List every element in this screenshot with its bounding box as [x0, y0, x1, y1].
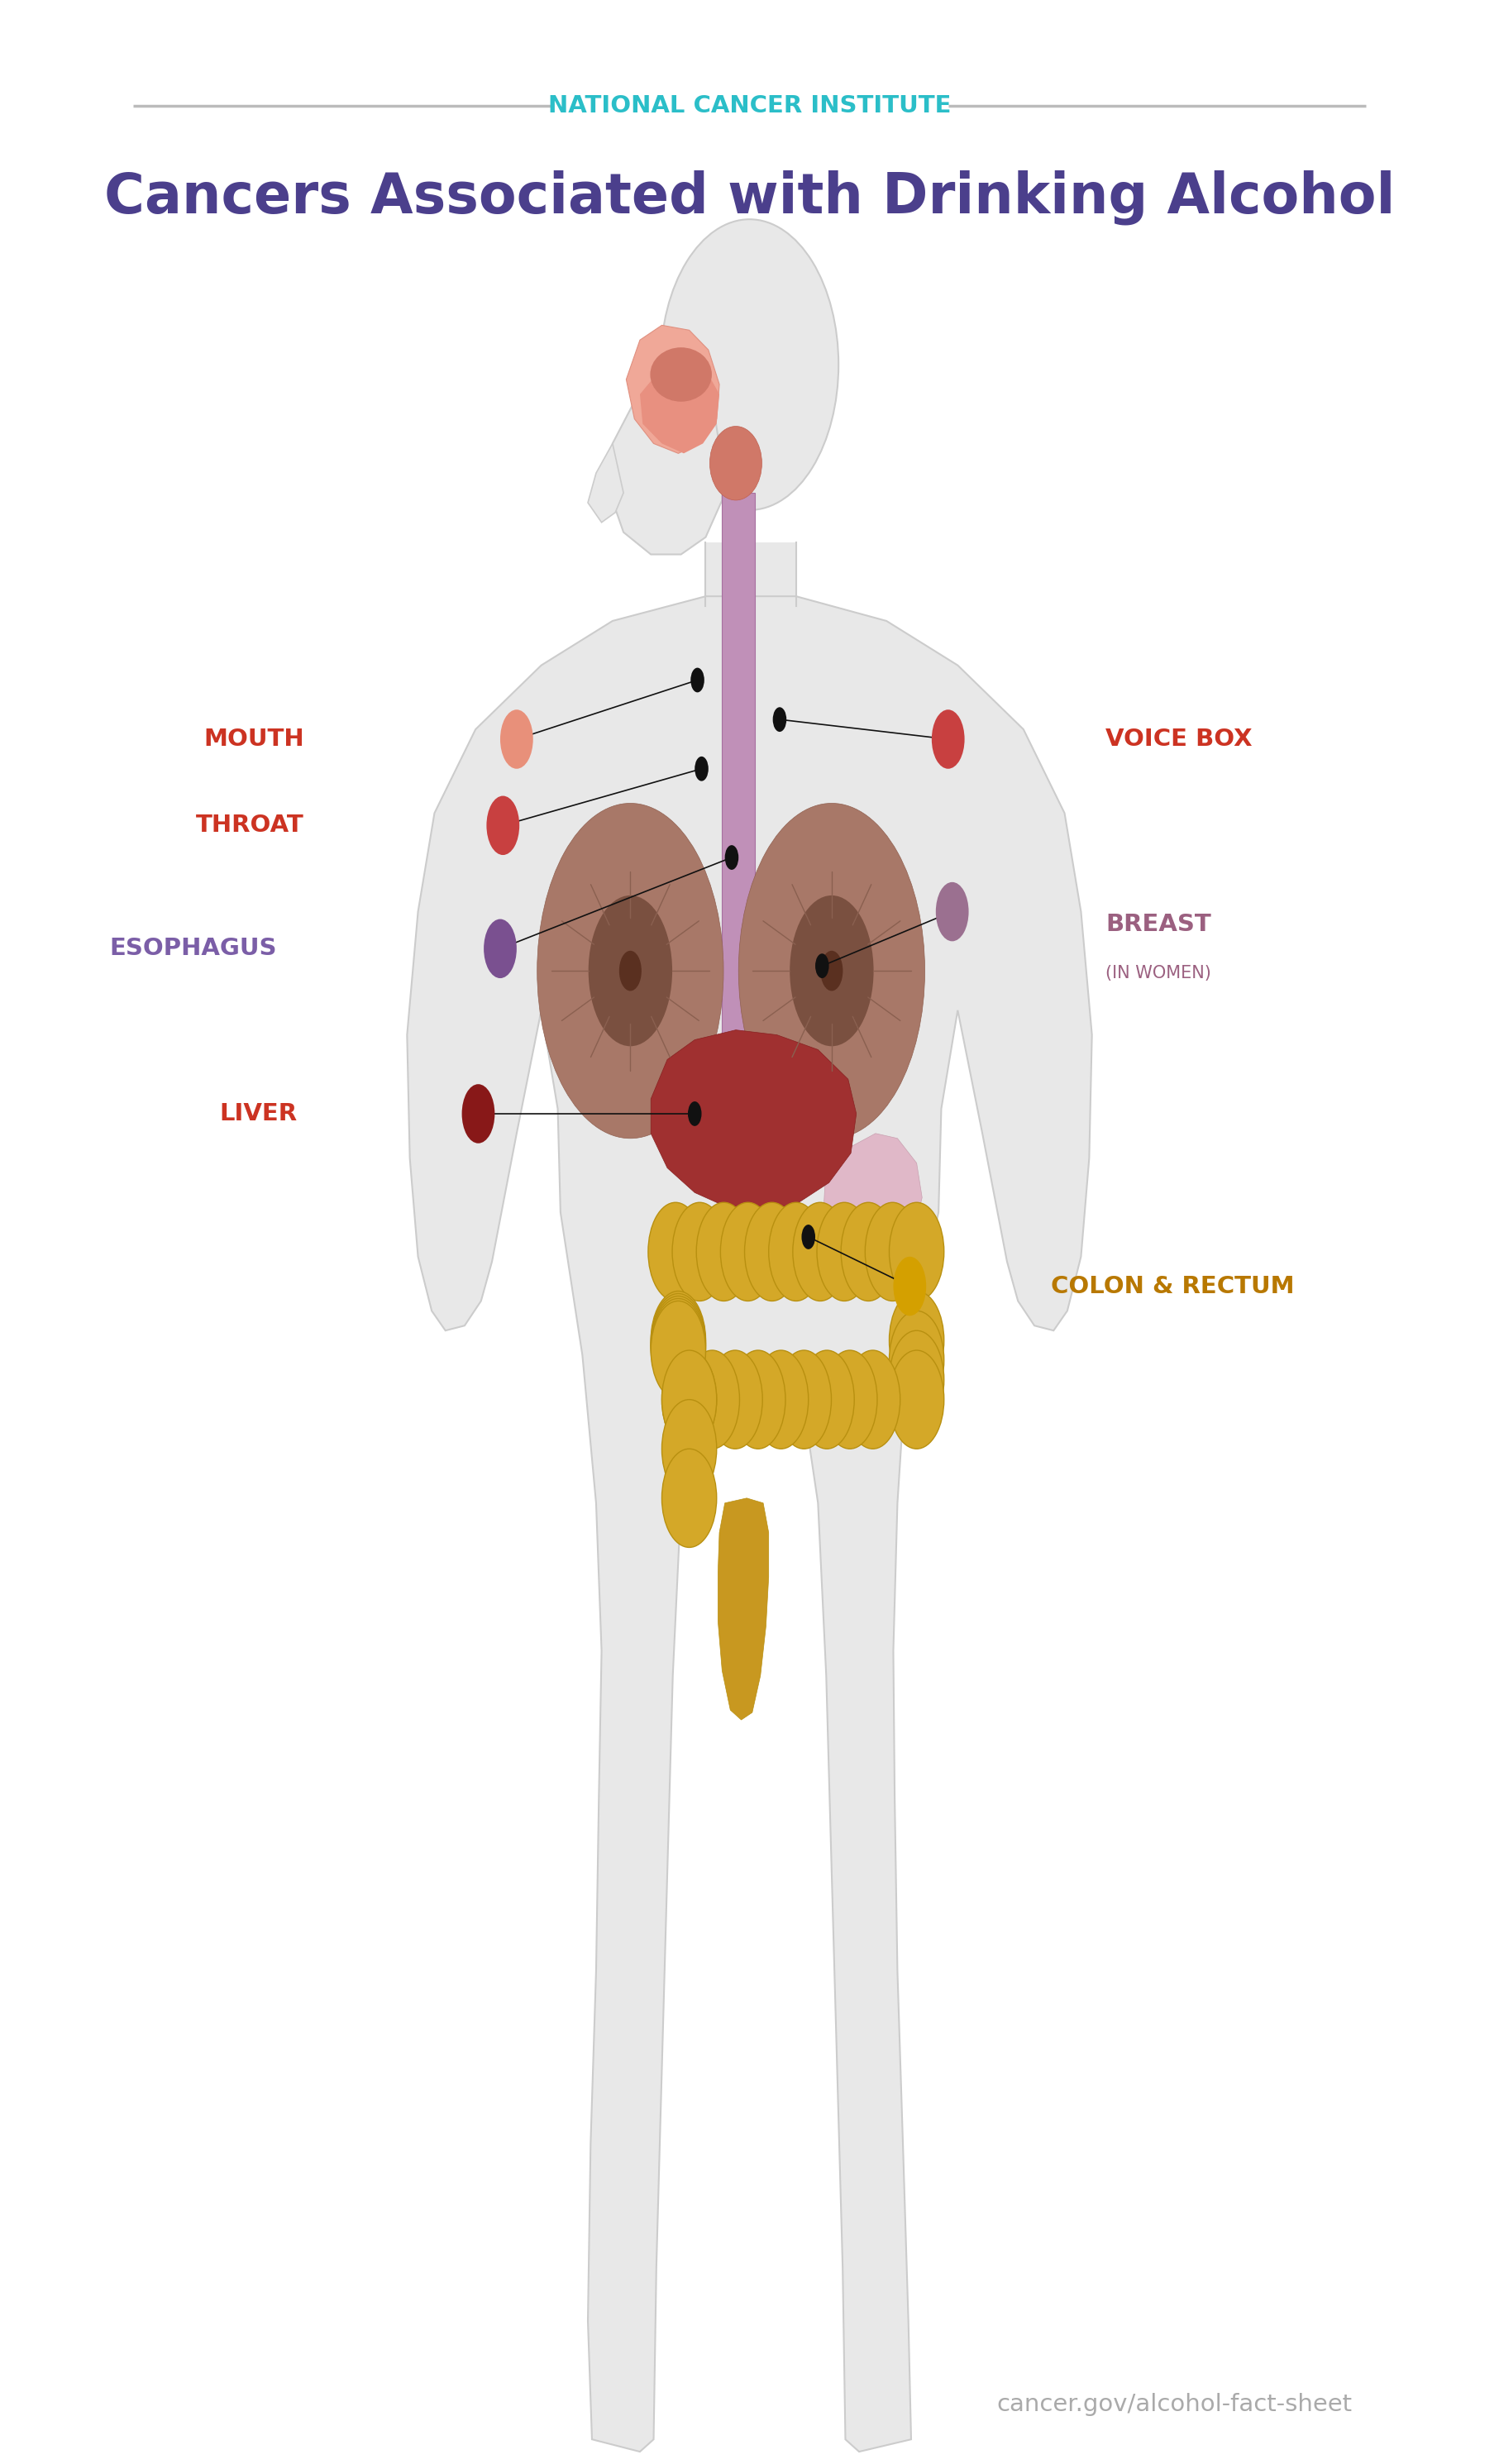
Ellipse shape [661, 219, 838, 510]
Text: LIVER: LIVER [220, 1101, 297, 1126]
Circle shape [815, 954, 829, 978]
Circle shape [487, 796, 519, 855]
Circle shape [589, 894, 672, 1047]
Circle shape [773, 707, 787, 732]
Circle shape [889, 1291, 944, 1390]
Circle shape [663, 1350, 717, 1449]
Polygon shape [823, 1133, 922, 1257]
Circle shape [889, 1331, 944, 1429]
Circle shape [802, 1225, 815, 1249]
Polygon shape [627, 325, 720, 453]
Circle shape [799, 1350, 854, 1449]
Circle shape [651, 1299, 706, 1397]
Circle shape [932, 710, 964, 769]
Polygon shape [408, 596, 1091, 2452]
Circle shape [754, 1350, 808, 1449]
Circle shape [651, 1296, 706, 1395]
Circle shape [663, 1350, 717, 1449]
Circle shape [663, 1449, 717, 1547]
Circle shape [730, 1350, 785, 1449]
Circle shape [776, 1350, 832, 1449]
Circle shape [841, 1202, 896, 1301]
Circle shape [501, 710, 534, 769]
Circle shape [685, 1350, 739, 1449]
Circle shape [889, 1350, 944, 1449]
Polygon shape [723, 493, 755, 1084]
Circle shape [721, 1202, 775, 1301]
Polygon shape [651, 1030, 856, 1212]
Polygon shape [640, 365, 720, 453]
Circle shape [688, 1101, 702, 1126]
Polygon shape [736, 1064, 802, 1138]
Circle shape [697, 1202, 751, 1301]
Circle shape [935, 882, 968, 941]
Circle shape [619, 951, 642, 991]
Polygon shape [588, 444, 624, 522]
Ellipse shape [711, 426, 761, 500]
Circle shape [793, 1202, 847, 1301]
Polygon shape [718, 1498, 769, 1720]
Circle shape [537, 803, 724, 1138]
Circle shape [648, 1202, 703, 1301]
Circle shape [708, 1350, 763, 1449]
Circle shape [651, 1294, 706, 1392]
Text: cancer.gov/alcohol-fact-sheet: cancer.gov/alcohol-fact-sheet [997, 2393, 1352, 2417]
Circle shape [865, 1202, 920, 1301]
Text: COLON & RECTUM: COLON & RECTUM [1051, 1274, 1295, 1299]
Text: THROAT: THROAT [196, 813, 304, 838]
Circle shape [694, 756, 709, 781]
Circle shape [672, 1202, 727, 1301]
Circle shape [745, 1202, 799, 1301]
Polygon shape [610, 382, 723, 554]
Ellipse shape [651, 347, 712, 402]
Circle shape [739, 803, 925, 1138]
Circle shape [726, 845, 739, 870]
Circle shape [817, 1202, 872, 1301]
Circle shape [823, 1350, 877, 1449]
Circle shape [691, 668, 705, 692]
Text: VOICE BOX: VOICE BOX [1106, 727, 1253, 752]
Text: (IN WOMEN): (IN WOMEN) [1106, 966, 1211, 981]
Circle shape [820, 951, 842, 991]
Circle shape [889, 1202, 944, 1301]
Text: BREAST: BREAST [1106, 912, 1211, 936]
Circle shape [484, 919, 517, 978]
Text: Cancers Associated with Drinking Alcohol: Cancers Associated with Drinking Alcohol [103, 170, 1396, 224]
Circle shape [769, 1202, 823, 1301]
Polygon shape [706, 542, 796, 606]
Text: MOUTH: MOUTH [204, 727, 304, 752]
Circle shape [462, 1084, 495, 1143]
Ellipse shape [712, 1042, 764, 1116]
Text: ESOPHAGUS: ESOPHAGUS [109, 936, 277, 961]
Circle shape [651, 1291, 706, 1390]
Circle shape [790, 894, 874, 1047]
Text: NATIONAL CANCER INSTITUTE: NATIONAL CANCER INSTITUTE [549, 94, 950, 118]
Circle shape [663, 1400, 717, 1498]
Circle shape [889, 1311, 944, 1409]
Circle shape [893, 1257, 926, 1316]
Circle shape [651, 1301, 706, 1400]
Circle shape [845, 1350, 901, 1449]
